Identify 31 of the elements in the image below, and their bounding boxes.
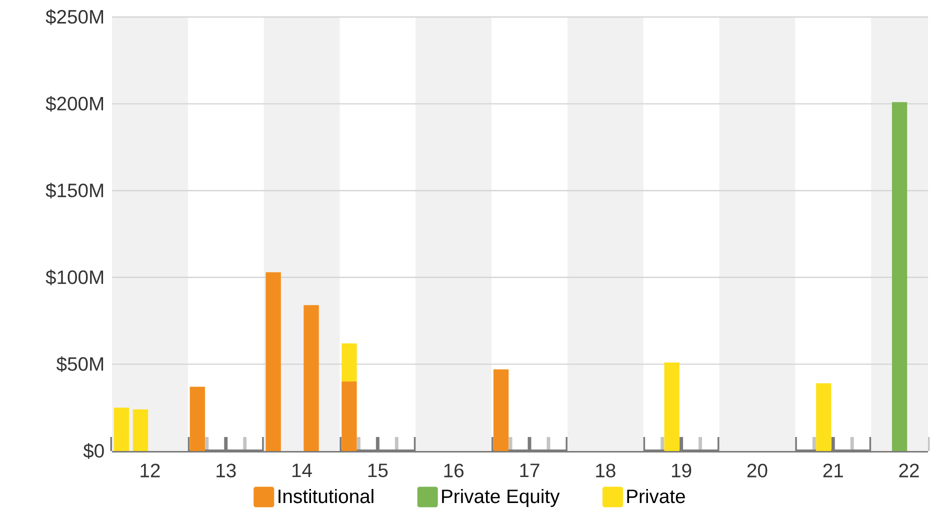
x-tick-label: 21 (823, 464, 843, 478)
legend-label: Private Equity (442, 489, 560, 508)
y-tick-label: $50M (56, 356, 104, 372)
bar (892, 102, 908, 451)
bar (304, 305, 319, 451)
legend-label: Private (627, 489, 685, 504)
x-tick-label: 20 (747, 464, 768, 478)
bar (132, 409, 148, 451)
bar (342, 382, 357, 451)
x-tick-label: 19 (672, 464, 692, 478)
bar (493, 369, 509, 451)
bar (342, 343, 357, 382)
x-tick-label: 13 (216, 464, 236, 478)
y-tick-label: $100M (46, 270, 104, 286)
x-tick-label: 15 (368, 464, 388, 478)
y-tick-label: $250M (46, 9, 104, 25)
y-tick-label: $150M (46, 182, 104, 198)
bar (114, 408, 130, 451)
x-tick-label: 22 (899, 464, 919, 478)
x-tick-label: 16 (444, 464, 464, 478)
bar (816, 383, 832, 451)
y-tick-label: $200M (46, 96, 104, 112)
y-tick-label: $0 (83, 443, 104, 459)
x-tick-label: 12 (140, 464, 160, 478)
x-tick-label: 18 (596, 464, 616, 478)
bar (664, 362, 680, 451)
bar (190, 386, 205, 451)
x-tick-label: 17 (520, 464, 540, 478)
x-tick-label: 14 (292, 464, 312, 478)
legend-label: Institutional (278, 489, 374, 504)
bar (266, 272, 281, 451)
